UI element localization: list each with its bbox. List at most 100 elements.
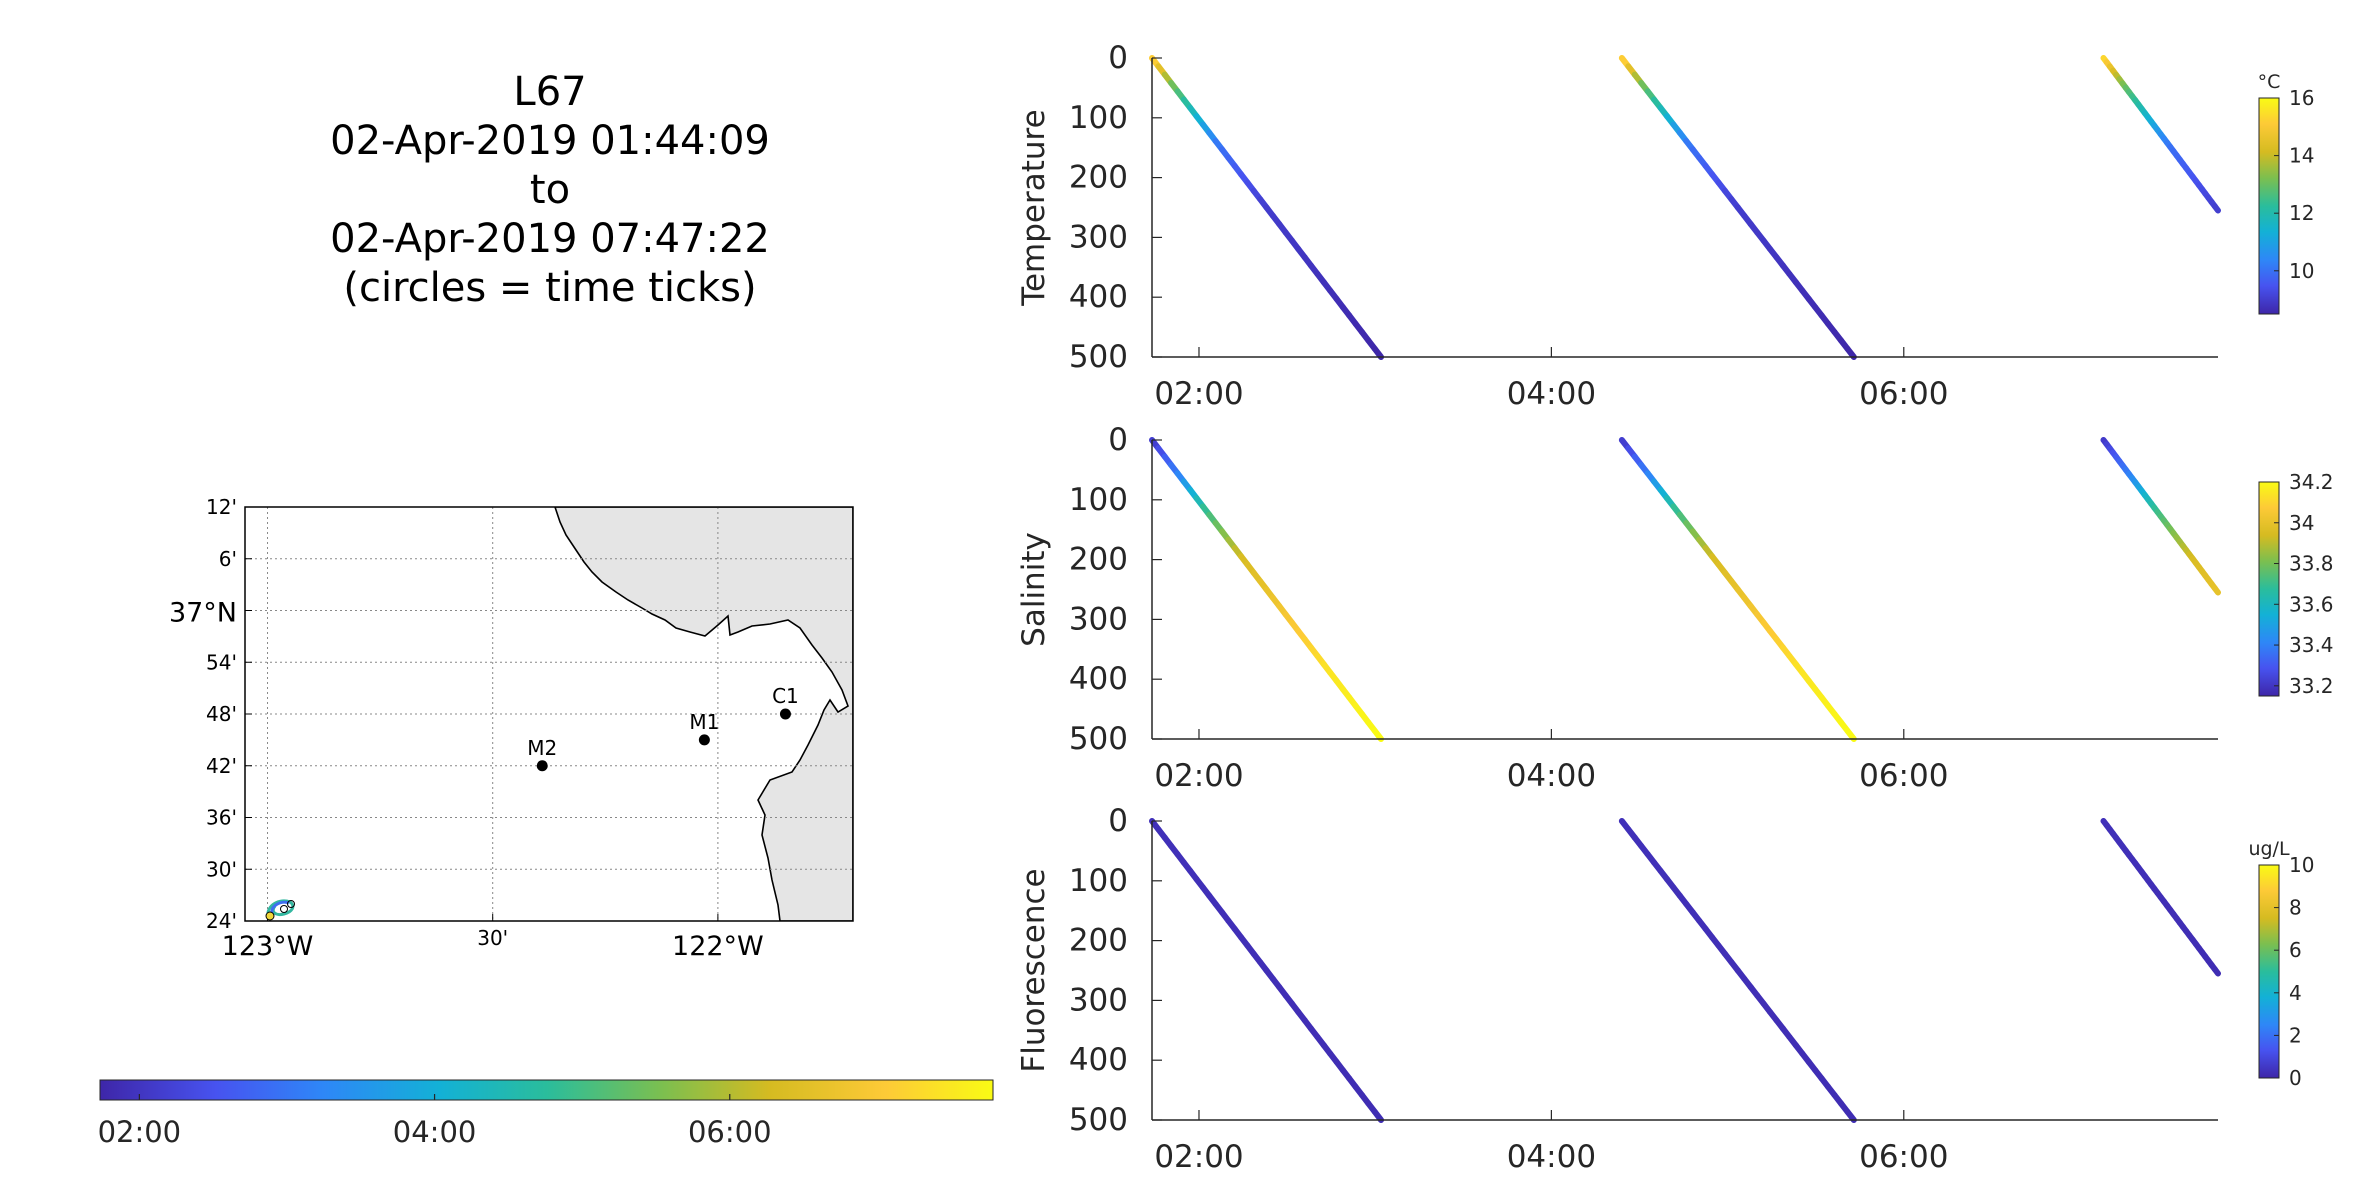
temperature-ylabel: Temperature [1016, 109, 1052, 306]
fluorescence-colorbar-label-10: 10 [2289, 853, 2314, 877]
fluorescence-ylabel: Fluorescence [1016, 868, 1052, 1072]
fluorescence-colorbar-label-4: 4 [2289, 981, 2302, 1005]
temperature-profile-segment [1371, 345, 1385, 360]
fluorescence-profile-segment [2211, 966, 2221, 977]
salinity-x-tick-label-04-00: 04:00 [1507, 758, 1596, 794]
temperature-profiles [1149, 55, 2221, 360]
salinity-y-tick-label-400: 400 [1069, 661, 1128, 697]
map-latitude-label-2: 6' [219, 547, 237, 571]
map-frame [244, 506, 854, 922]
fluorescence-y-tick-label-200: 200 [1069, 923, 1128, 959]
title-line-5: (circles = time ticks) [343, 265, 757, 311]
salinity-profile-segment [1371, 727, 1385, 742]
title-line-4: 02-Apr-2019 07:47:22 [330, 216, 770, 262]
map-latitude-label-5: 48' [206, 702, 237, 726]
temperature-y-tick-label-500: 500 [1069, 339, 1128, 375]
fluorescence-profile-1 [1149, 818, 1385, 1123]
temperature-profile-1 [1149, 55, 1385, 360]
track-map: 12' 6' 37°N 54' 48' 42' 36' 30' 24' 123°W 30' 122°… [169, 495, 854, 962]
fluorescence-profile-2 [1618, 818, 1857, 1123]
figure-title: L67 02-Apr-2019 01:44:09 to 02-Apr-2019 … [250, 68, 850, 313]
map-latitude-label-3: 37°N [169, 598, 237, 629]
fluorescence-colorbar-label-0: 0 [2289, 1066, 2302, 1090]
fluorescence-y-tick-label-100: 100 [1069, 863, 1128, 899]
salinity-y-tick-label-200: 200 [1069, 542, 1128, 578]
temperature-colorbar-label-10: 10 [2289, 259, 2314, 283]
salinity-colorbar-label-33-4: 33.4 [2289, 633, 2334, 657]
station-label-m2: M2 [527, 736, 557, 760]
map-latitude-label-6: 42' [206, 754, 237, 778]
station-label-c1: C1 [772, 684, 799, 708]
salinity-colorbar-label-34: 34 [2289, 511, 2314, 535]
fluorescence-y-tick-label-400: 400 [1069, 1042, 1128, 1078]
fluorescence-x-tick-label-02-00: 02:00 [1154, 1139, 1243, 1175]
temperature-profile-segment [2211, 203, 2221, 214]
salinity-colorbar-label-33-8: 33.8 [2289, 552, 2334, 576]
fluorescence-profile-segment [1371, 1108, 1385, 1123]
salinity-profile-2 [1618, 437, 1857, 742]
temperature-y-tick-label-200: 200 [1069, 160, 1128, 196]
salinity-x-tick-label-06-00: 06:00 [1859, 758, 1948, 794]
salinity-profile-1 [1149, 437, 1385, 742]
temperature-profile-3 [2100, 55, 2221, 214]
fluorescence-colorbar-label-6: 6 [2289, 938, 2302, 962]
temperature-y-tick-label-100: 100 [1069, 100, 1128, 136]
fluorescence-x-tick-label-06-00: 06:00 [1859, 1139, 1948, 1175]
temperature-colorbar-unit: °C [2258, 71, 2281, 93]
temperature-x-tick-label-02-00: 02:00 [1154, 376, 1243, 412]
station-label-m1: M1 [689, 710, 719, 734]
map-latitude-label-9: 24' [206, 909, 237, 933]
coastline-land [554, 507, 853, 921]
salinity-x-tick-label-02-00: 02:00 [1154, 758, 1243, 794]
fluorescence-y-tick-label-500: 500 [1069, 1102, 1128, 1138]
map-stations: M2 M1 C1 [527, 684, 799, 772]
fluorescence-x-tick-label-04-00: 04:00 [1507, 1139, 1596, 1175]
map-longitude-labels: 123°W 30' 122°W [222, 926, 764, 962]
time-colorbar-label-06-00: 06:00 [688, 1115, 772, 1149]
temperature-x-tick-label-04-00: 04:00 [1507, 376, 1596, 412]
fluorescence-profile-3 [2100, 818, 2221, 977]
temperature-colorbar [2258, 97, 2280, 315]
salinity-y-tick-label-500: 500 [1069, 721, 1128, 757]
salinity-profiles [1149, 437, 2221, 742]
panel-salinity: Salinity 0 100 200 300 400 500 02:00 04:00 06:00… [1016, 422, 2334, 794]
station-marker-m2 [536, 760, 548, 772]
title-line-2: 02-Apr-2019 01:44:09 [330, 118, 770, 164]
salinity-colorbar [2258, 481, 2280, 697]
map-longitude-label-2: 30' [477, 926, 508, 950]
glider-track [265, 899, 295, 921]
map-latitude-label-8: 30' [206, 857, 237, 881]
fluorescence-y-tick-label-0: 0 [1108, 803, 1128, 839]
temperature-colorbar-label-14: 14 [2289, 144, 2314, 168]
fluorescence-profile-segment [1844, 1108, 1857, 1123]
fluorescence-y-tick-label-300: 300 [1069, 982, 1128, 1018]
fluorescence-colorbar-label-2: 2 [2289, 1023, 2302, 1047]
temperature-profile-segment [1844, 345, 1857, 360]
temperature-y-tick-label-300: 300 [1069, 219, 1128, 255]
map-latitude-label-4: 54' [206, 650, 237, 674]
salinity-colorbar-label-33-6: 33.6 [2289, 592, 2334, 616]
title-line-3: to [529, 167, 571, 213]
temperature-colorbar-label-12: 12 [2289, 201, 2314, 225]
station-marker-m1 [698, 734, 710, 746]
temperature-profile-2 [1618, 55, 1857, 360]
salinity-profile-segment [1844, 727, 1857, 742]
map-latitude-label-1: 12' [206, 495, 237, 519]
temperature-colorbar-label-16: 16 [2289, 86, 2314, 110]
salinity-y-tick-label-300: 300 [1069, 601, 1128, 637]
station-marker-c1 [779, 708, 791, 720]
temperature-y-tick-label-400: 400 [1069, 279, 1128, 315]
salinity-ylabel: Salinity [1016, 532, 1052, 647]
map-latitude-label-7: 36' [206, 806, 237, 830]
salinity-y-tick-label-100: 100 [1069, 482, 1128, 518]
panel-temperature: Temperature 0 100 200 300 400 500 02:00 04:00 06… [1016, 40, 2314, 412]
time-colorbar-label-04-00: 04:00 [393, 1115, 477, 1149]
title-line-1: L67 [513, 69, 587, 115]
salinity-y-tick-label-0: 0 [1108, 422, 1128, 458]
time-colorbar: 02:00 04:00 06:00 [98, 1079, 994, 1149]
temperature-y-tick-label-0: 0 [1108, 40, 1128, 76]
salinity-colorbar-label-34-2: 34.2 [2289, 470, 2334, 494]
salinity-colorbar-label-33-2: 33.2 [2289, 674, 2334, 698]
fluorescence-colorbar-label-8: 8 [2289, 896, 2302, 920]
